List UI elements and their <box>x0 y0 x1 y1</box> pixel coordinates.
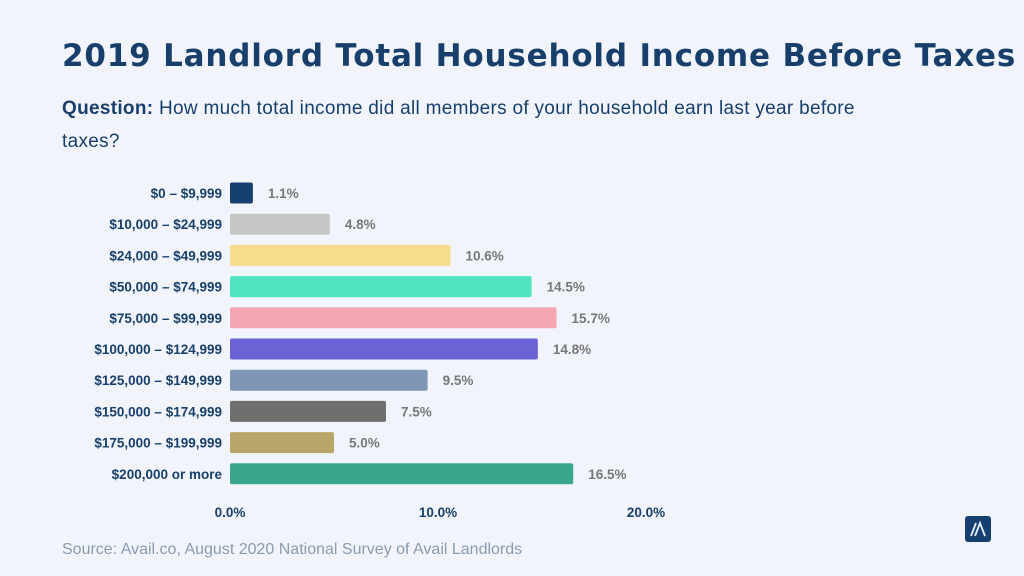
x-tick-label: 20.0% <box>627 505 665 520</box>
data-label: 10.6% <box>465 248 503 263</box>
x-tick-label: 0.0% <box>215 505 246 520</box>
bar <box>230 213 330 235</box>
category-label: $150,000 – $174,999 <box>94 404 222 419</box>
bar <box>230 369 428 391</box>
bar <box>230 338 538 360</box>
category-label: $75,000 – $99,999 <box>109 311 222 326</box>
category-label: $200,000 or more <box>112 467 223 482</box>
logo-icon <box>970 520 986 537</box>
category-label: $24,000 – $49,999 <box>109 248 222 263</box>
question-body: How much total income did all members of… <box>62 98 855 152</box>
data-label: 7.5% <box>401 404 432 419</box>
data-label: 1.1% <box>268 186 299 201</box>
chart-title: 2019 Landlord Total Household Income Bef… <box>62 38 1017 74</box>
avail-logo <box>965 516 991 542</box>
data-label: 14.8% <box>553 342 591 357</box>
question-label: Question: <box>62 98 154 119</box>
category-label: $10,000 – $24,999 <box>109 217 222 232</box>
bar <box>230 182 253 204</box>
category-label: $0 – $9,999 <box>151 186 222 201</box>
data-label: 14.5% <box>547 280 585 295</box>
bar <box>230 276 532 298</box>
x-tick-label: 10.0% <box>419 505 457 520</box>
category-label: $100,000 – $124,999 <box>94 342 222 357</box>
data-label: 5.0% <box>349 436 380 451</box>
category-label: $50,000 – $74,999 <box>109 280 222 295</box>
data-label: 16.5% <box>588 467 626 482</box>
question-text: Question: How much total income did all … <box>62 92 902 158</box>
bar <box>230 432 334 454</box>
bar <box>230 463 574 485</box>
bar <box>230 307 557 329</box>
bar <box>230 400 386 422</box>
data-label: 4.8% <box>345 217 376 232</box>
data-label: 15.7% <box>572 311 610 326</box>
source-note: Source: Avail.co, August 2020 National S… <box>62 541 523 558</box>
data-label: 9.5% <box>443 373 474 388</box>
category-label: $125,000 – $149,999 <box>94 373 222 388</box>
category-label: $175,000 – $199,999 <box>94 436 222 451</box>
bar <box>230 244 451 266</box>
